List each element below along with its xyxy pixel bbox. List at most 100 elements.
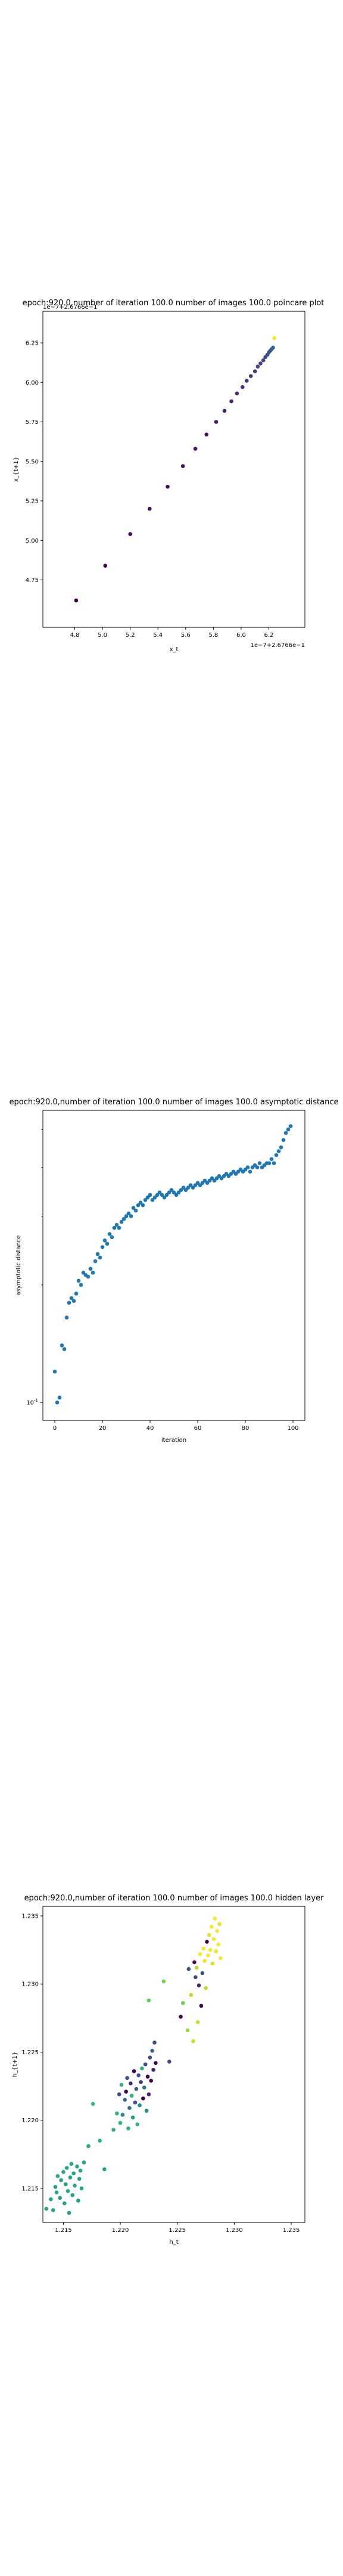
data-point xyxy=(105,1241,110,1246)
data-point xyxy=(204,432,208,436)
x-offset-label: 1e−7+2.6766e−1 xyxy=(250,642,305,649)
data-point xyxy=(79,2169,83,2173)
x-tick-label: 6.2 xyxy=(264,632,274,639)
data-point xyxy=(166,485,170,489)
data-point xyxy=(284,1131,288,1135)
data-point xyxy=(145,2109,149,2113)
data-point xyxy=(167,2060,172,2064)
x-axis-label: x_t xyxy=(170,646,179,653)
data-point xyxy=(80,2187,84,2191)
data-point xyxy=(191,2039,195,2044)
data-point xyxy=(123,2098,127,2102)
data-point xyxy=(211,1962,215,1966)
y-tick-label: 1.220 xyxy=(21,2117,39,2124)
data-point xyxy=(142,2086,146,2090)
data-point xyxy=(64,2182,68,2187)
data-point xyxy=(152,2041,157,2045)
data-point xyxy=(68,2175,73,2179)
data-point xyxy=(128,532,132,536)
data-point xyxy=(55,2190,59,2194)
data-point xyxy=(140,2067,144,2071)
data-point xyxy=(117,2092,121,2097)
x-tick-label: 6.0 xyxy=(236,632,246,639)
y-tick-label: 1.235 xyxy=(21,1913,39,1919)
y-tick-label: 4.75 xyxy=(26,577,39,584)
data-point xyxy=(271,346,275,350)
data-point xyxy=(181,2001,185,2005)
data-point xyxy=(189,1993,193,1997)
data-point xyxy=(258,1161,262,1165)
y-tick-label: 1.215 xyxy=(21,2185,39,2192)
data-point xyxy=(256,364,260,369)
data-point xyxy=(61,2170,66,2174)
data-point xyxy=(136,2073,141,2077)
data-point xyxy=(198,1952,202,1956)
data-point xyxy=(246,1165,250,1169)
data-point xyxy=(275,1153,279,1157)
data-point xyxy=(138,2103,142,2107)
data-point xyxy=(115,2111,119,2116)
data-point xyxy=(161,1979,166,1983)
data-point xyxy=(253,369,257,373)
x-tick-label: 5.2 xyxy=(126,632,135,639)
plot-frame xyxy=(43,1110,305,1420)
asymptotic-distance-chart: epoch:920.0,number of iteration 100.0 nu… xyxy=(0,1085,343,1503)
y-tick-label: 5.25 xyxy=(26,499,39,505)
data-point xyxy=(73,2184,77,2188)
data-point xyxy=(102,2168,107,2172)
data-point xyxy=(54,2185,58,2189)
data-point xyxy=(210,1925,214,1929)
chart-title: epoch:920.0,number of iteration 100.0 nu… xyxy=(9,1098,338,1107)
x-tick-label: 1.235 xyxy=(283,2227,300,2234)
data-point xyxy=(55,1401,60,1405)
data-point xyxy=(196,2020,200,2024)
data-point xyxy=(272,336,276,340)
data-point xyxy=(192,1960,197,1964)
data-point xyxy=(201,1971,205,1976)
data-point xyxy=(207,1933,211,1937)
data-point xyxy=(49,2197,53,2202)
x-tick-label: 100 xyxy=(287,1425,298,1432)
data-point xyxy=(91,1271,95,1275)
data-point xyxy=(219,1956,223,1961)
x-axis-label: h_t xyxy=(169,2239,178,2246)
data-point xyxy=(133,2101,138,2105)
data-point xyxy=(204,1986,208,1990)
data-point xyxy=(229,400,233,404)
data-point xyxy=(67,1301,71,1305)
y-axis-label: h_{t+1} xyxy=(12,2052,18,2077)
x-tick-label: 4.8 xyxy=(70,632,80,639)
data-point xyxy=(154,2061,158,2065)
data-point xyxy=(82,2160,86,2165)
data-point xyxy=(214,1949,218,1953)
poincare-plot-chart: epoch:920.0,number of iteration 100.0 nu… xyxy=(0,286,343,704)
data-point xyxy=(147,1998,151,2002)
x-tick-label: 5.0 xyxy=(98,632,107,639)
data-point xyxy=(199,2004,204,2008)
data-point xyxy=(75,2165,79,2169)
data-point xyxy=(144,2063,148,2067)
data-point xyxy=(124,2089,128,2094)
plot-frame xyxy=(43,1906,305,2222)
data-point xyxy=(181,464,185,468)
data-point xyxy=(79,1283,83,1287)
data-point xyxy=(130,2094,134,2098)
data-point xyxy=(267,1161,272,1165)
data-point xyxy=(86,1275,91,1279)
data-point xyxy=(134,1209,138,1213)
data-point xyxy=(223,409,227,413)
data-point xyxy=(51,2208,55,2212)
data-point xyxy=(77,2177,82,2181)
data-point xyxy=(53,1370,57,1374)
x-tick-label: 5.4 xyxy=(153,632,163,639)
data-point xyxy=(249,374,253,378)
y-ticks: 10-1 xyxy=(26,1129,43,1406)
data-point xyxy=(255,1165,260,1169)
data-point xyxy=(205,1940,209,1944)
data-point xyxy=(141,2097,145,2101)
x-tick-label: 5.8 xyxy=(208,632,218,639)
data-point xyxy=(139,2080,143,2084)
y-axis-label: asymptotic distance xyxy=(15,1235,22,1295)
data-points xyxy=(44,1916,222,2215)
data-point xyxy=(59,2178,63,2182)
